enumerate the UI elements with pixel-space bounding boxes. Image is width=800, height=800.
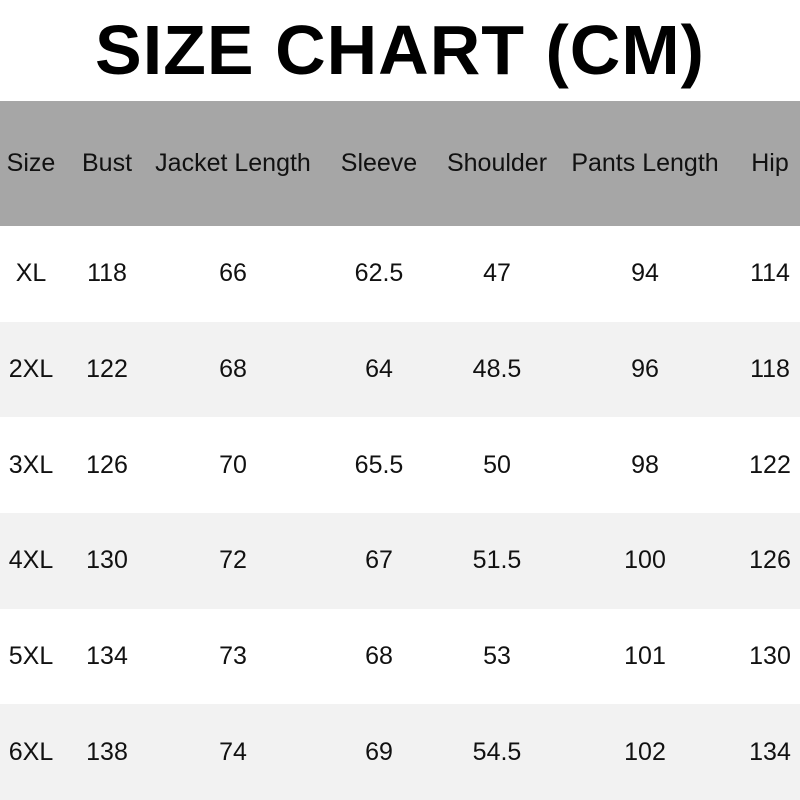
table-row: 5XL 134 73 68 53 101 130 — [0, 608, 800, 705]
column-header: Pants Length — [571, 149, 719, 177]
table-cell: 68 — [219, 354, 247, 383]
table-cell: 50 — [483, 450, 511, 479]
table-cell: 72 — [219, 546, 247, 575]
table-cell: 122 — [86, 354, 128, 383]
table-cell: 51.5 — [472, 546, 522, 575]
table-cell: 70 — [219, 450, 247, 479]
table-cell: 122 — [749, 450, 791, 479]
table-cell: 74 — [219, 737, 247, 766]
table-cell: 100 — [624, 546, 666, 575]
table-cell: 126 — [749, 546, 791, 575]
table-cell: 98 — [631, 450, 659, 479]
table-row: XL 118 66 62.5 47 94 114 — [0, 226, 800, 322]
table-cell: 53 — [483, 641, 511, 670]
table-header: Size Bust Jacket Length Sleeve Shoulder Pants… — [0, 101, 800, 226]
table-cell: 47 — [483, 259, 511, 288]
table-cell: 65.5 — [354, 450, 404, 479]
table-cell: 118 — [87, 259, 127, 288]
table-cell: 94 — [631, 259, 659, 288]
table-cell: 114 — [750, 259, 790, 288]
table-cell: 101 — [624, 641, 666, 670]
table-row: 6XL 138 74 69 54.5 102 134 — [0, 704, 800, 800]
table-cell: 96 — [631, 354, 659, 383]
table-cell: 73 — [219, 641, 247, 670]
table-cell: 118 — [750, 354, 790, 383]
table-cell: 69 — [365, 737, 393, 766]
column-header: Size — [6, 149, 56, 177]
table-cell: 134 — [86, 641, 128, 670]
table-cell: 3XL — [8, 450, 54, 479]
table-cell: 138 — [86, 737, 128, 766]
table-cell: 5XL — [8, 641, 54, 670]
table-row: 4XL 130 72 67 51.5 100 126 — [0, 513, 800, 609]
page-title: SIZE CHART (CM) — [95, 11, 705, 89]
table-cell: 130 — [749, 641, 791, 670]
table-cell: 67 — [365, 546, 393, 575]
table-cell: 4XL — [8, 546, 54, 575]
table-cell: 64 — [365, 354, 393, 383]
column-header: Hip — [751, 149, 789, 177]
table-cell: 102 — [624, 737, 666, 766]
table-cell: 6XL — [8, 737, 54, 766]
column-header: Jacket Length — [155, 149, 311, 177]
column-header: Shoulder — [446, 149, 548, 177]
table-cell: XL — [15, 259, 47, 288]
column-header: Sleeve — [340, 149, 418, 177]
table-cell: 130 — [86, 546, 128, 575]
column-header: Bust — [81, 149, 133, 177]
table-row: 3XL 126 70 65.5 50 98 122 — [0, 417, 800, 513]
table-cell: 68 — [365, 641, 393, 670]
table-cell: 2XL — [8, 354, 54, 383]
table-cell: 126 — [86, 450, 128, 479]
table-cell: 48.5 — [472, 354, 522, 383]
table-cell: 54.5 — [472, 737, 522, 766]
table-cell: 134 — [749, 737, 791, 766]
table-cell: 66 — [219, 259, 247, 288]
table-cell: 62.5 — [354, 259, 404, 288]
table-row: 2XL 122 68 64 48.5 96 118 — [0, 321, 800, 418]
